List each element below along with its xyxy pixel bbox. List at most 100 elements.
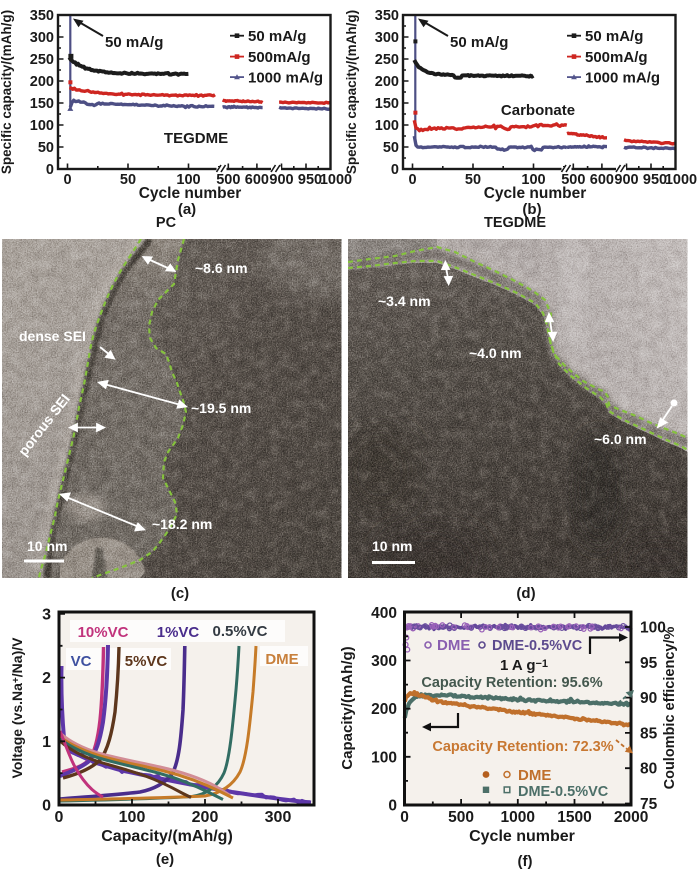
svg-text:900: 900 <box>269 172 293 188</box>
svg-text:100: 100 <box>176 172 200 188</box>
svg-text:DME-0.5%VC: DME-0.5%VC <box>518 784 609 800</box>
svg-text:85: 85 <box>640 725 658 742</box>
svg-text:10%VC: 10%VC <box>78 624 129 641</box>
svg-text:500: 500 <box>561 172 585 188</box>
svg-text:Capacity/(mAh/g): Capacity/(mAh/g) <box>101 828 233 845</box>
svg-text:200: 200 <box>371 701 397 718</box>
svg-text:(b): (b) <box>522 201 541 218</box>
svg-text:200: 200 <box>192 809 219 826</box>
svg-text:50 mA/g: 50 mA/g <box>105 34 163 51</box>
svg-text:Cycle number: Cycle number <box>484 185 587 202</box>
svg-text:150: 150 <box>375 96 399 112</box>
svg-text:90: 90 <box>640 690 657 707</box>
svg-text:~19.5 nm: ~19.5 nm <box>191 400 251 416</box>
svg-text:500mA/g: 500mA/g <box>248 49 311 66</box>
svg-text:150: 150 <box>30 96 54 112</box>
svg-text:0: 0 <box>63 172 71 188</box>
svg-text:250: 250 <box>375 52 399 68</box>
svg-text:(f): (f) <box>518 853 533 870</box>
svg-text:0: 0 <box>55 809 64 826</box>
svg-text:PC: PC <box>156 215 177 231</box>
svg-text:10 nm: 10 nm <box>372 538 412 554</box>
svg-text:Coulombic efficiency/%: Coulombic efficiency/% <box>662 627 678 790</box>
svg-text:Specific capacity/(mAh/g): Specific capacity/(mAh/g) <box>344 10 359 174</box>
svg-text:0.5%VC: 0.5%VC <box>212 623 267 640</box>
svg-text:VC: VC <box>71 653 92 670</box>
svg-text:0: 0 <box>400 809 409 826</box>
svg-text:Carbonate: Carbonate <box>501 102 575 119</box>
svg-text:Capacity/(mAh/g): Capacity/(mAh/g) <box>339 646 356 769</box>
svg-text:~6.0 nm: ~6.0 nm <box>594 431 647 447</box>
svg-text:~18.2 nm: ~18.2 nm <box>152 516 212 532</box>
svg-text:50: 50 <box>120 172 136 188</box>
svg-text:50 mA/g: 50 mA/g <box>585 28 643 45</box>
svg-text:1000: 1000 <box>501 809 535 826</box>
svg-text:1000 mA/g: 1000 mA/g <box>248 69 323 86</box>
svg-text:600: 600 <box>245 172 269 188</box>
svg-text:50: 50 <box>465 172 481 188</box>
svg-text:100: 100 <box>521 172 545 188</box>
svg-text:950: 950 <box>643 172 667 188</box>
svg-text:2: 2 <box>42 670 51 687</box>
svg-text:1%VC: 1%VC <box>157 624 200 641</box>
svg-text:300: 300 <box>371 653 397 670</box>
svg-text:100: 100 <box>375 118 399 134</box>
svg-text:300: 300 <box>375 30 399 46</box>
svg-text:1000 mA/g: 1000 mA/g <box>585 69 660 86</box>
svg-text:TEGDME: TEGDME <box>164 130 228 147</box>
svg-text:Capacity Retention: 95.6%: Capacity Retention: 95.6% <box>421 675 602 691</box>
svg-text:50 mA/g: 50 mA/g <box>248 28 306 45</box>
svg-text:dense SEI: dense SEI <box>19 328 86 344</box>
svg-text:600: 600 <box>590 172 614 188</box>
svg-text:0: 0 <box>408 172 416 188</box>
svg-text:500mA/g: 500mA/g <box>585 49 648 66</box>
svg-text:500: 500 <box>216 172 240 188</box>
svg-text:Cycle number: Cycle number <box>139 185 242 202</box>
svg-text:100: 100 <box>371 749 397 766</box>
svg-text:900: 900 <box>614 172 638 188</box>
svg-text:200: 200 <box>375 74 399 90</box>
svg-text:1: 1 <box>42 734 51 751</box>
svg-text:DME: DME <box>437 637 470 654</box>
svg-text:5%VC: 5%VC <box>125 653 168 670</box>
svg-text:DME: DME <box>518 767 551 784</box>
svg-text:0: 0 <box>42 798 51 815</box>
svg-text:0: 0 <box>391 162 399 178</box>
svg-text:~4.0 nm: ~4.0 nm <box>469 345 522 361</box>
svg-text:75: 75 <box>640 796 658 813</box>
svg-text:Specific capacity/(mAh/g): Specific capacity/(mAh/g) <box>0 10 14 174</box>
svg-text:Voltage (vs.Na+/Na)/V: Voltage (vs.Na+/Na)/V <box>9 637 25 779</box>
svg-text:0: 0 <box>46 162 54 178</box>
svg-text:DME-0.5%VC: DME-0.5%VC <box>492 638 583 654</box>
svg-text:Cycle number: Cycle number <box>469 828 575 845</box>
svg-text:300: 300 <box>265 809 292 826</box>
svg-text:500: 500 <box>448 809 474 826</box>
svg-text:50: 50 <box>383 140 399 156</box>
svg-text:50: 50 <box>38 140 54 156</box>
svg-text:350: 350 <box>375 8 399 24</box>
svg-text:(e): (e) <box>156 851 174 868</box>
svg-text:100: 100 <box>119 809 146 826</box>
svg-text:95: 95 <box>640 655 658 672</box>
svg-text:100: 100 <box>30 118 54 134</box>
svg-text:~3.4 nm: ~3.4 nm <box>378 293 431 309</box>
svg-text:1500: 1500 <box>557 809 591 826</box>
svg-text:3: 3 <box>42 606 51 623</box>
svg-text:200: 200 <box>30 74 54 90</box>
svg-text:950: 950 <box>298 172 322 188</box>
svg-text:50 mA/g: 50 mA/g <box>450 34 508 51</box>
svg-text:350: 350 <box>30 8 54 24</box>
svg-text:DME: DME <box>265 651 298 668</box>
svg-text:1000: 1000 <box>320 172 352 188</box>
svg-text:(d): (d) <box>516 585 535 602</box>
svg-text:0: 0 <box>388 798 397 815</box>
svg-text:(a): (a) <box>178 201 196 218</box>
svg-text:250: 250 <box>30 52 54 68</box>
svg-text:300: 300 <box>30 30 54 46</box>
svg-text:(c): (c) <box>171 585 189 602</box>
svg-text:2000: 2000 <box>614 809 648 826</box>
svg-text:~8.6 nm: ~8.6 nm <box>195 260 248 276</box>
svg-text:10 nm: 10 nm <box>27 538 67 554</box>
svg-text:1000: 1000 <box>665 172 697 188</box>
svg-text:TEGDME: TEGDME <box>484 215 546 231</box>
